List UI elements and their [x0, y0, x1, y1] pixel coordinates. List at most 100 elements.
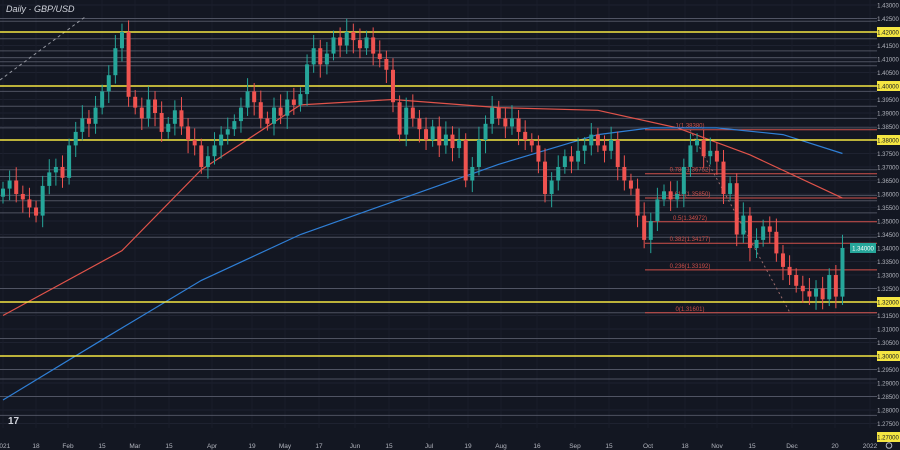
- moving-average-line: [2, 127, 843, 401]
- candle: [278, 94, 283, 125]
- candle: [820, 276, 825, 310]
- candle-body: [734, 183, 739, 235]
- candle-body: [443, 134, 448, 146]
- time-tick-label: 15: [748, 443, 756, 450]
- candle-body: [543, 161, 548, 194]
- key-level-price-tag: [877, 297, 900, 307]
- candle: [503, 108, 508, 139]
- candle-body: [569, 156, 574, 162]
- candle: [602, 135, 607, 163]
- candle-body: [272, 107, 277, 124]
- candle-body: [351, 32, 356, 41]
- candle: [179, 97, 184, 135]
- candle: [34, 200, 39, 223]
- candle-body: [496, 107, 501, 119]
- candle-body: [807, 291, 812, 297]
- candle: [186, 118, 191, 154]
- candle-body: [668, 191, 673, 200]
- candle: [80, 105, 85, 141]
- trend-line-dashed: [0, 16, 86, 81]
- candle-body: [417, 118, 422, 130]
- fib-level-label: 0.382(1.34177): [670, 237, 711, 243]
- price-tick-label: 1.30500: [877, 341, 899, 347]
- price-tick-label: 1.36000: [877, 193, 899, 199]
- candle-body: [662, 191, 666, 200]
- settings-gear-icon[interactable]: [885, 442, 893, 449]
- price-tick-label: 1.29000: [877, 382, 899, 388]
- candle-body: [589, 134, 594, 146]
- candle-body: [126, 32, 131, 97]
- candle: [827, 268, 832, 307]
- candle-body: [384, 59, 389, 70]
- fib-level-label: 1(1.38380): [675, 124, 704, 130]
- candle: [734, 173, 739, 247]
- candle-body: [53, 167, 58, 173]
- candle: [133, 90, 138, 115]
- price-tick-label: 1.37000: [877, 166, 899, 172]
- candle-body: [833, 275, 838, 297]
- time-tick-label: Mar: [129, 443, 141, 450]
- candle: [668, 181, 673, 212]
- candle-body: [761, 226, 766, 240]
- candle-body: [576, 150, 581, 162]
- candle: [126, 20, 131, 107]
- candle-body: [73, 131, 78, 146]
- candle-body: [728, 183, 733, 194]
- candle-body: [106, 75, 111, 92]
- candle: [648, 212, 653, 254]
- candle-body: [800, 285, 805, 292]
- candle: [245, 78, 250, 116]
- candle-body: [721, 161, 726, 194]
- last-price-tag: [850, 243, 876, 253]
- chart-title: Daily · GBP/USD: [6, 4, 75, 14]
- candle-body: [582, 145, 587, 151]
- candle-body: [186, 126, 191, 140]
- candle: [331, 30, 336, 61]
- candle: [443, 121, 448, 154]
- candle: [642, 202, 647, 249]
- fib-level-label: 0.236(1.33192): [670, 264, 711, 270]
- candle-body: [291, 99, 296, 105]
- price-tick-label: 1.29500: [877, 368, 899, 374]
- candle: [814, 280, 819, 310]
- key-level-price-tag: [877, 432, 900, 442]
- candle-body: [252, 91, 257, 103]
- candle-body: [390, 69, 395, 103]
- price-tick-label: 1.32500: [877, 287, 899, 293]
- candle-body: [615, 140, 620, 167]
- key-level-price-tag: [877, 27, 900, 37]
- price-tick-label: 1.33000: [877, 274, 899, 280]
- candle-body: [93, 107, 98, 124]
- time-tick-label: May: [279, 443, 292, 450]
- candle-body: [410, 107, 415, 119]
- price-tick-label: 1.31500: [877, 314, 899, 320]
- key-level-price-tag: [877, 81, 900, 91]
- price-tick-label: 1.35000: [877, 220, 899, 226]
- candle-body: [516, 118, 521, 132]
- candle: [450, 126, 455, 162]
- candle: [556, 155, 561, 191]
- candle-body: [648, 221, 653, 240]
- candle: [139, 97, 144, 131]
- candle-body: [238, 107, 243, 122]
- candle-body: [609, 140, 614, 151]
- candle: [192, 128, 197, 156]
- time-tick-label: 18: [32, 443, 40, 450]
- candle-body: [225, 129, 230, 135]
- candle-body: [549, 180, 554, 194]
- candle: [754, 228, 759, 258]
- candle-body: [688, 145, 693, 167]
- candle: [14, 167, 19, 203]
- candle-body: [27, 199, 32, 208]
- time-tick-label: Jul: [425, 443, 434, 450]
- candle: [311, 34, 316, 73]
- candle: [635, 178, 640, 228]
- time-tick-label: Sep: [569, 443, 581, 450]
- candle-body: [199, 145, 204, 167]
- candle-body: [787, 266, 792, 275]
- time-tick-label: Oct: [643, 443, 653, 450]
- candle: [238, 97, 243, 133]
- candle: [258, 90, 263, 129]
- candle: [318, 39, 323, 78]
